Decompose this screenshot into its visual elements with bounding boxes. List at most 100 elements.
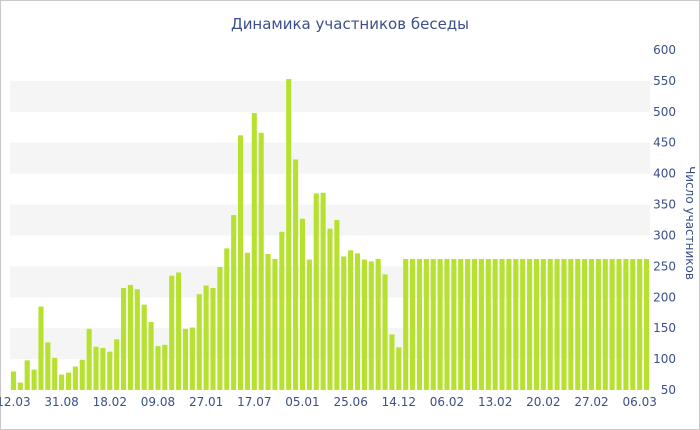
bar	[465, 258, 471, 390]
x-tick-label: 27.01	[189, 395, 223, 409]
bar	[637, 258, 643, 390]
bar	[471, 258, 478, 390]
bar	[444, 258, 450, 390]
bar	[231, 215, 237, 390]
bar	[100, 347, 106, 390]
bar	[38, 306, 44, 390]
bar	[45, 342, 51, 390]
bar	[251, 113, 257, 391]
bar	[602, 258, 608, 390]
x-tick-label: 05.01	[285, 395, 319, 409]
bar	[189, 327, 195, 390]
bar	[492, 258, 498, 390]
bar	[327, 228, 333, 390]
bar	[224, 248, 230, 390]
bar	[568, 258, 574, 390]
bar	[437, 258, 443, 390]
bar	[554, 258, 560, 390]
bar	[527, 258, 533, 390]
x-axis-ticks: 12.03 31.08 18.02 09.08 27.01 17.07 05.01 25.06…	[0, 395, 657, 409]
bar	[451, 258, 457, 390]
bar	[182, 328, 189, 390]
bar	[478, 258, 484, 390]
bar	[348, 250, 354, 390]
bar	[148, 322, 154, 390]
bar	[162, 344, 168, 390]
bar	[203, 285, 209, 390]
y-tick-label: 300	[653, 228, 676, 242]
bar	[265, 254, 271, 390]
bar	[396, 347, 402, 390]
bar	[155, 346, 161, 390]
bar	[520, 258, 526, 390]
grid-band	[10, 80, 650, 112]
y-tick-label: 50	[661, 383, 676, 397]
x-tick-label: 06.03	[623, 395, 657, 409]
bar	[244, 252, 250, 390]
bar	[258, 132, 264, 390]
x-tick-label: 20.02	[526, 395, 560, 409]
bar	[306, 259, 312, 390]
bar	[17, 382, 23, 390]
y-tick-label: 450	[653, 136, 676, 150]
bar	[86, 328, 92, 390]
bar	[609, 258, 615, 390]
x-tick-label: 06.02	[430, 395, 464, 409]
bar	[286, 79, 292, 391]
bar	[79, 359, 85, 390]
bar	[279, 231, 285, 390]
bar	[107, 351, 113, 390]
bar	[623, 258, 629, 390]
bar	[299, 218, 306, 390]
y-tick-label: 550	[653, 74, 676, 88]
x-tick-label: 17.07	[237, 395, 271, 409]
bar	[341, 256, 347, 390]
bar	[513, 258, 519, 390]
x-tick-label: 27.02	[574, 395, 608, 409]
bar	[644, 258, 650, 390]
y-tick-label: 150	[653, 321, 676, 335]
bar-series	[10, 79, 650, 391]
bar	[72, 366, 78, 390]
bar	[630, 258, 636, 390]
bar	[10, 371, 16, 390]
bar	[368, 261, 374, 390]
x-tick-label: 12.03	[0, 395, 31, 409]
bar	[595, 258, 601, 390]
bar	[65, 372, 72, 390]
x-tick-label: 31.08	[44, 395, 78, 409]
bar	[141, 304, 147, 390]
bar	[210, 288, 216, 390]
bar	[361, 259, 367, 390]
bar	[24, 360, 30, 390]
bar	[114, 339, 120, 390]
y-tick-label: 350	[653, 198, 676, 212]
bar	[52, 357, 58, 390]
bar	[533, 258, 539, 390]
y-tick-label: 100	[653, 352, 676, 366]
x-tick-label: 13.02	[478, 395, 512, 409]
bar	[382, 274, 388, 390]
y-axis-label: Число участников	[683, 166, 697, 280]
bar	[375, 258, 381, 390]
bar	[547, 258, 553, 390]
bar	[237, 135, 244, 390]
bar	[217, 266, 223, 390]
bar	[458, 258, 464, 390]
bar	[121, 288, 127, 390]
grid-band	[10, 142, 650, 174]
bar	[485, 258, 491, 390]
bar	[134, 289, 140, 390]
chart-title: Динамика участников беседы	[231, 15, 469, 33]
x-tick-label: 14.12	[382, 395, 416, 409]
x-tick-label: 18.02	[93, 395, 127, 409]
bar	[416, 258, 423, 390]
bar	[31, 369, 37, 390]
bar	[93, 346, 99, 390]
bar	[59, 374, 65, 390]
bar	[423, 258, 429, 390]
bar	[582, 258, 588, 390]
y-tick-label: 600	[653, 43, 676, 57]
bar	[403, 258, 409, 390]
